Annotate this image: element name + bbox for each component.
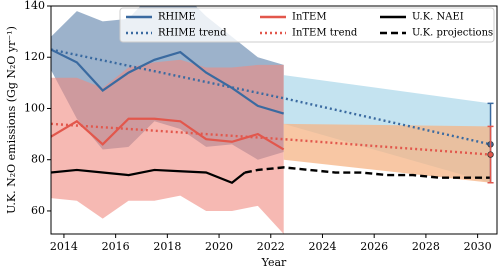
- uncertainty-band: [283, 123, 491, 183]
- legend-label: InTEM trend: [292, 28, 358, 39]
- legend: RHIME RHIME trend InTEM InTEM trend U.K. NAE…: [119, 7, 495, 43]
- y-tick-label: 100: [24, 101, 45, 114]
- series-line: [51, 122, 491, 156]
- x-tick-label: 2024: [308, 240, 336, 253]
- x-tick-label: 2030: [464, 240, 492, 253]
- x-tick-label: 2026: [360, 240, 388, 253]
- uncertainty-band: [51, 59, 284, 234]
- legend-label: U.K. projections: [412, 28, 493, 39]
- end-point: [487, 151, 494, 158]
- series-line: [51, 168, 246, 185]
- series-line: [51, 117, 285, 151]
- axes: 2014 2016 2018 2020 2022 2024 2026 2028 2030 60 80…: [24, 0, 492, 253]
- legend-label: RHIME trend: [158, 28, 227, 39]
- y-tick-label: 60: [31, 204, 45, 217]
- y-tick-label: 120: [24, 50, 45, 63]
- plot-frame: [50, 5, 498, 235]
- plot-area: [51, 6, 491, 234]
- y-tick-label: 140: [24, 0, 45, 12]
- x-tick-label: 2016: [102, 240, 130, 253]
- legend-label: RHIME: [158, 12, 196, 23]
- x-tick-label: 2028: [412, 240, 440, 253]
- x-axis-label: Year: [261, 256, 287, 269]
- y-axis-label: U.K. N₂O emissions (Gg N₂O yr⁻¹): [5, 26, 18, 214]
- series-line: [51, 48, 285, 115]
- legend-label: U.K. NAEI: [412, 12, 464, 23]
- y-tick-label: 80: [31, 153, 45, 166]
- x-tick-label: 2014: [50, 240, 78, 253]
- x-tick-label: 2020: [205, 240, 233, 253]
- x-tick-label: 2018: [153, 240, 181, 253]
- x-tick-label: 2022: [257, 240, 285, 253]
- series-line: [244, 166, 491, 179]
- legend-label: InTEM: [292, 12, 327, 23]
